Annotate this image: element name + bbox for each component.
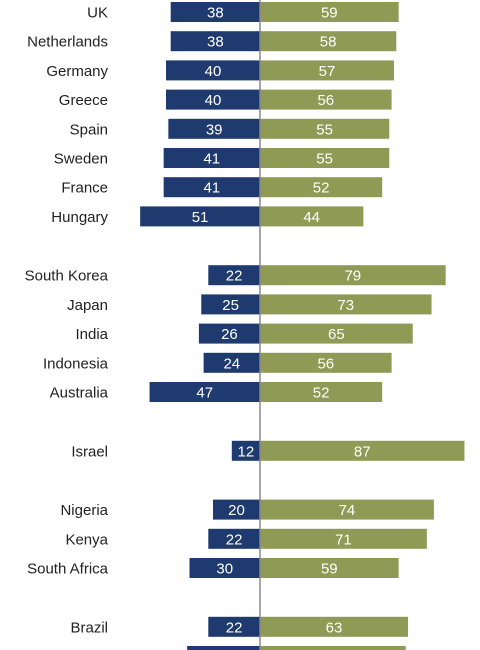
bar-right <box>260 294 432 315</box>
bar-left <box>203 352 260 373</box>
country-label: Japan <box>67 297 108 314</box>
bar-right <box>260 528 427 549</box>
bar-right <box>260 2 399 22</box>
bar-right <box>260 118 390 139</box>
value-label-left: 38 <box>207 5 224 22</box>
value-label-right: 57 <box>319 63 336 80</box>
value-label-left: 30 <box>216 561 233 578</box>
bar-left <box>166 89 260 110</box>
value-label-left: 22 <box>226 619 243 636</box>
bar-right <box>260 177 383 198</box>
bar-left <box>168 118 260 139</box>
value-label-right: 74 <box>339 502 356 519</box>
bar-left <box>231 440 260 461</box>
value-label-right: 71 <box>335 531 352 548</box>
value-label-left: 25 <box>222 297 239 314</box>
country-label: Nigeria <box>60 502 108 519</box>
value-label-left: 38 <box>207 34 224 51</box>
value-label-left: 20 <box>228 502 245 519</box>
country-label: Netherlands <box>27 34 108 51</box>
value-label-left: 40 <box>205 92 222 109</box>
bar-left <box>208 265 260 286</box>
country-label: Spain <box>70 121 108 138</box>
country-label: Kenya <box>65 531 108 548</box>
value-label-left: 41 <box>203 180 220 197</box>
value-label-right: 58 <box>320 34 337 51</box>
bar-left <box>170 31 260 52</box>
bar-right <box>260 440 465 461</box>
value-label-left: 47 <box>196 385 213 402</box>
bar-left <box>170 2 260 22</box>
bar-right <box>260 352 392 373</box>
bar-right <box>260 60 394 81</box>
value-label-right: 52 <box>313 385 330 402</box>
country-label: South Africa <box>27 561 109 578</box>
bar-left <box>166 60 260 81</box>
bar-right <box>260 265 446 286</box>
bar-left <box>163 148 260 168</box>
bar-right <box>260 646 406 650</box>
country-label: France <box>61 180 108 197</box>
value-label-right: 63 <box>326 619 343 636</box>
value-label-right: 55 <box>316 121 333 138</box>
value-label-right: 87 <box>354 443 371 460</box>
value-label-right: 52 <box>313 180 330 197</box>
country-label: Indonesia <box>43 355 109 372</box>
country-label: Hungary <box>51 209 108 226</box>
bar-right <box>260 558 399 578</box>
value-label-right: 44 <box>303 209 320 226</box>
value-label-left: 12 <box>238 443 255 460</box>
country-label: Israel <box>71 443 108 460</box>
bar-right <box>260 616 409 637</box>
value-label-right: 59 <box>321 5 338 22</box>
value-label-left: 24 <box>223 355 240 372</box>
value-label-left: 22 <box>226 268 243 285</box>
bar-right <box>260 382 383 402</box>
value-label-right: 73 <box>337 297 354 314</box>
bars-layer: UK 38 59 Netherlands 38 58 Germany 40 57 Greece 40… <box>25 2 465 650</box>
value-label-left: 22 <box>226 531 243 548</box>
value-label-left: 39 <box>206 121 223 138</box>
bar-left <box>189 558 260 578</box>
value-label-left: 26 <box>221 326 238 343</box>
bar-left <box>163 177 260 198</box>
bar-left <box>149 382 260 402</box>
country-label: India <box>75 326 108 343</box>
bar-right <box>260 89 392 110</box>
bar-left <box>208 528 260 549</box>
value-label-left: 40 <box>205 63 222 80</box>
value-label-left: 51 <box>192 209 209 226</box>
country-label: Australia <box>50 385 109 402</box>
bar-right <box>260 148 390 168</box>
value-label-right: 59 <box>321 561 338 578</box>
country-label: Sweden <box>54 151 108 168</box>
bar-left <box>208 616 260 637</box>
country-label: Mexico <box>60 649 108 650</box>
country-label: UK <box>87 5 108 22</box>
value-label-right: 55 <box>316 151 333 168</box>
country-label: Greece <box>59 92 108 109</box>
bar-right <box>260 323 413 344</box>
value-label-right: 79 <box>344 268 361 285</box>
country-label: South Korea <box>25 268 109 285</box>
country-label: Brazil <box>70 619 108 636</box>
country-label: Germany <box>46 63 108 80</box>
value-label-right: 56 <box>317 92 334 109</box>
bar-right <box>260 499 434 520</box>
bar-left <box>198 323 260 344</box>
value-label-left: 41 <box>203 151 220 168</box>
value-label-right: 62 <box>325 649 342 650</box>
value-label-right: 65 <box>328 326 345 343</box>
bar-right <box>260 31 397 52</box>
value-label-left: 31 <box>215 649 232 650</box>
bar-left <box>140 206 260 227</box>
bar-left <box>213 499 260 520</box>
value-label-right: 56 <box>317 355 334 372</box>
bar-left <box>187 646 260 650</box>
bar-left <box>201 294 260 315</box>
bar-right <box>260 206 364 227</box>
